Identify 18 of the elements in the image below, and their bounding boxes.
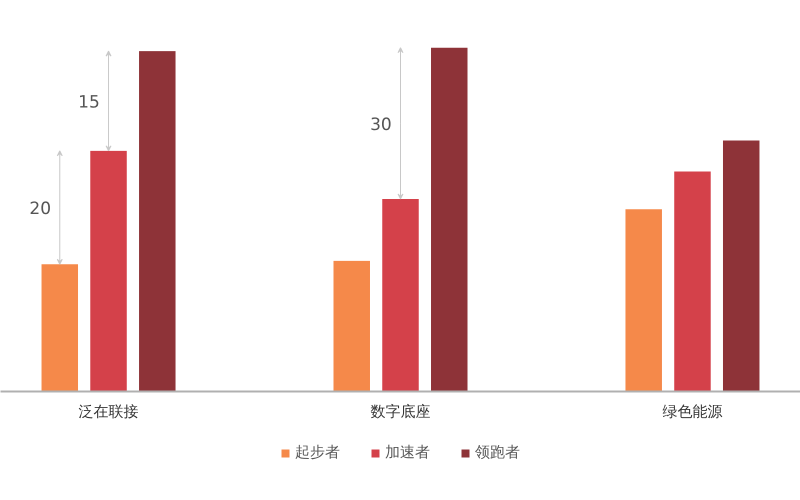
bar xyxy=(139,51,176,392)
bar xyxy=(625,209,662,392)
x-tick-label: 绿色能源 xyxy=(662,402,722,420)
x-tick-label: 数字底座 xyxy=(370,402,430,420)
legend-label: 加速者 xyxy=(385,443,430,462)
annotation: 15 xyxy=(78,92,100,112)
bar xyxy=(382,198,419,392)
bar xyxy=(674,171,711,392)
bar xyxy=(90,150,127,392)
bar xyxy=(333,260,370,392)
annotation: 30 xyxy=(370,114,392,135)
legend-label: 领跑者 xyxy=(475,443,520,462)
bar xyxy=(722,140,760,392)
bar xyxy=(431,48,468,392)
legend-label: 起步者 xyxy=(295,443,340,462)
x-tick-label: 泛在联接 xyxy=(78,402,139,420)
annotation: 20 xyxy=(29,199,52,220)
bar xyxy=(42,264,78,392)
